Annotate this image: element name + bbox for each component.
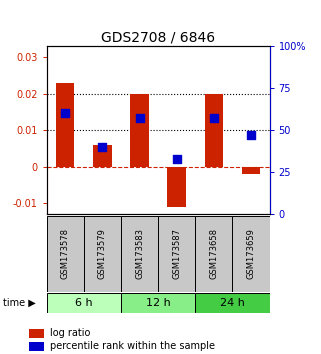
Bar [195, 216, 232, 292]
Bar [84, 216, 121, 292]
Bar [29, 342, 44, 351]
Point [248, 132, 254, 138]
Text: time ▶: time ▶ [3, 298, 36, 308]
Text: GSM173659: GSM173659 [247, 229, 256, 279]
Point [211, 115, 216, 121]
Text: 24 h: 24 h [220, 298, 245, 308]
Text: GSM173578: GSM173578 [61, 228, 70, 280]
Point [174, 156, 179, 161]
Bar [29, 329, 44, 338]
Point [63, 110, 68, 116]
Bar [204, 93, 223, 167]
Bar [232, 216, 270, 292]
Text: percentile rank within the sample: percentile rank within the sample [50, 341, 215, 351]
Text: log ratio: log ratio [50, 329, 91, 338]
Bar [167, 167, 186, 207]
Bar [47, 216, 84, 292]
Text: GSM173583: GSM173583 [135, 228, 144, 280]
Text: 6 h: 6 h [75, 298, 92, 308]
Bar [121, 293, 195, 313]
Point [137, 115, 142, 121]
Title: GDS2708 / 6846: GDS2708 / 6846 [101, 31, 215, 45]
Bar [93, 145, 112, 167]
Text: GSM173579: GSM173579 [98, 229, 107, 279]
Bar [242, 167, 260, 174]
Text: GSM173587: GSM173587 [172, 228, 181, 280]
Bar [130, 93, 149, 167]
Bar [195, 293, 270, 313]
Bar [158, 216, 195, 292]
Text: GSM173658: GSM173658 [209, 228, 218, 280]
Bar [56, 82, 74, 167]
Point [100, 144, 105, 150]
Bar [121, 216, 158, 292]
Bar [47, 293, 121, 313]
Text: 12 h: 12 h [146, 298, 170, 308]
